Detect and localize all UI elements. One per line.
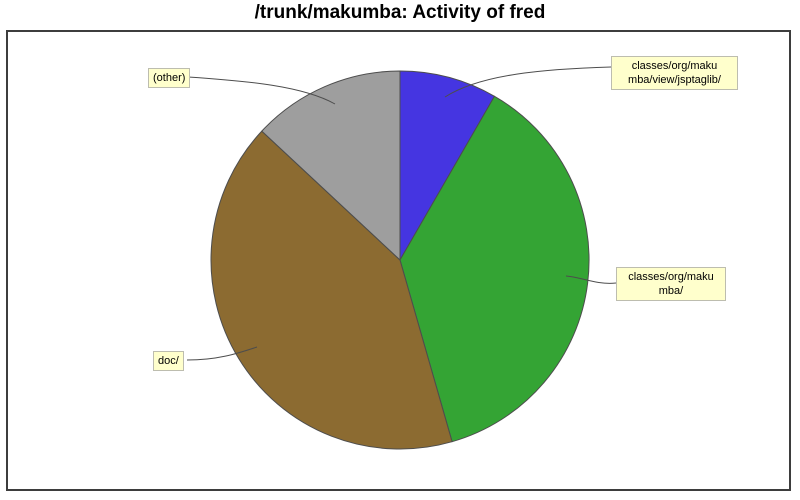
connector-jsptaglib <box>444 66 612 98</box>
pie-label-makumba: classes/org/maku mba/ <box>616 267 726 301</box>
chart-title: /trunk/makumba: Activity of fred <box>254 2 546 23</box>
pie-label-jsptaglib: classes/org/maku mba/view/jsptaglib/ <box>611 56 738 90</box>
label-connectors <box>186 66 617 361</box>
connector-other <box>187 76 336 105</box>
pie-slice-1 <box>399 95 590 443</box>
connector-makumba <box>565 275 617 284</box>
pie-label-other: (other) <box>148 68 191 88</box>
pie-label-doc: doc/ <box>153 351 184 371</box>
pie-slices <box>210 70 590 450</box>
pie-slice-2 <box>210 130 453 450</box>
connector-doc <box>186 346 258 361</box>
pie-slice-3 <box>261 70 401 261</box>
pie-slice-0 <box>399 70 495 261</box>
